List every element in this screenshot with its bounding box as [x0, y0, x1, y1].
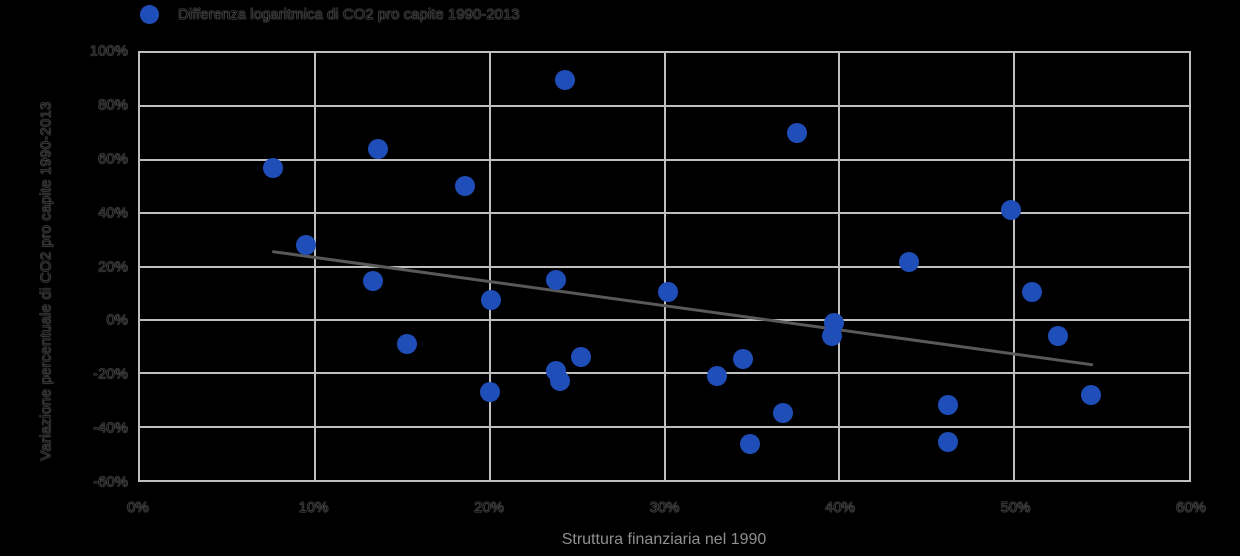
x-tick-label: 30% — [649, 499, 680, 516]
x-tick-label: 60% — [1175, 499, 1207, 516]
x-tick-label: 40% — [824, 499, 856, 516]
y-tick-label: -40% — [92, 419, 128, 437]
x-tick-label: 20% — [473, 499, 505, 516]
scatter-point — [549, 371, 570, 392]
y-tick-label: 20% — [97, 258, 128, 275]
scatter-point — [296, 235, 317, 256]
gridline-horizontal — [140, 105, 1189, 108]
y-tick-label: 0% — [106, 311, 128, 329]
legend: Differenza logaritmica di CO2 pro capite… — [140, 3, 520, 25]
legend-marker-icon — [140, 4, 159, 24]
gridline-horizontal — [140, 425, 1189, 428]
x-tick-label: 50% — [1000, 499, 1031, 516]
scatter-point — [455, 176, 476, 197]
scatter-point — [824, 312, 845, 333]
y-tick-label: 60% — [97, 150, 128, 168]
scatter-point — [1047, 325, 1068, 346]
scatter-point — [362, 271, 383, 292]
scatter-point — [1000, 200, 1021, 221]
gridline-horizontal — [140, 212, 1189, 215]
scatter-point — [262, 157, 283, 178]
scatter-point — [733, 349, 754, 370]
scatter-point — [481, 289, 502, 310]
scatter-point — [773, 403, 794, 424]
x-tick-label: 0% — [127, 499, 149, 516]
y-tick-label: -60% — [92, 473, 128, 491]
gridline-horizontal — [140, 318, 1189, 321]
scatter-point — [570, 347, 591, 368]
scatter-point — [479, 381, 500, 402]
scatter-point — [1021, 282, 1042, 303]
scatter-point — [657, 281, 678, 302]
y-tick-label: 100% — [89, 42, 128, 60]
gridline-horizontal — [140, 158, 1189, 161]
scatter-point — [899, 252, 920, 273]
scatter-point — [787, 123, 808, 144]
x-axis-title: Struttura finanziaria nel 1990 — [561, 531, 767, 548]
y-tick-label: 40% — [97, 204, 128, 222]
y-tick-label: 80% — [97, 96, 128, 114]
scatter-point — [554, 69, 575, 90]
scatter-point — [397, 333, 418, 354]
scatter-point — [367, 139, 388, 160]
x-tick-label: 10% — [298, 499, 329, 516]
scatter-point — [546, 269, 567, 290]
legend-label: Differenza logaritmica di CO2 pro capite… — [178, 5, 520, 23]
y-tick-label: -20% — [92, 365, 128, 383]
y-axis-title: Variazione percentuale di CO2 pro capite… — [37, 101, 55, 461]
gridline-horizontal — [140, 265, 1189, 268]
gridline-horizontal — [140, 372, 1189, 375]
scatter-point — [740, 434, 761, 455]
scatter-point — [937, 431, 958, 452]
scatter-point — [937, 395, 958, 416]
scatter-point — [1081, 384, 1102, 405]
scatter-point — [706, 365, 727, 386]
plot-area — [138, 51, 1191, 482]
